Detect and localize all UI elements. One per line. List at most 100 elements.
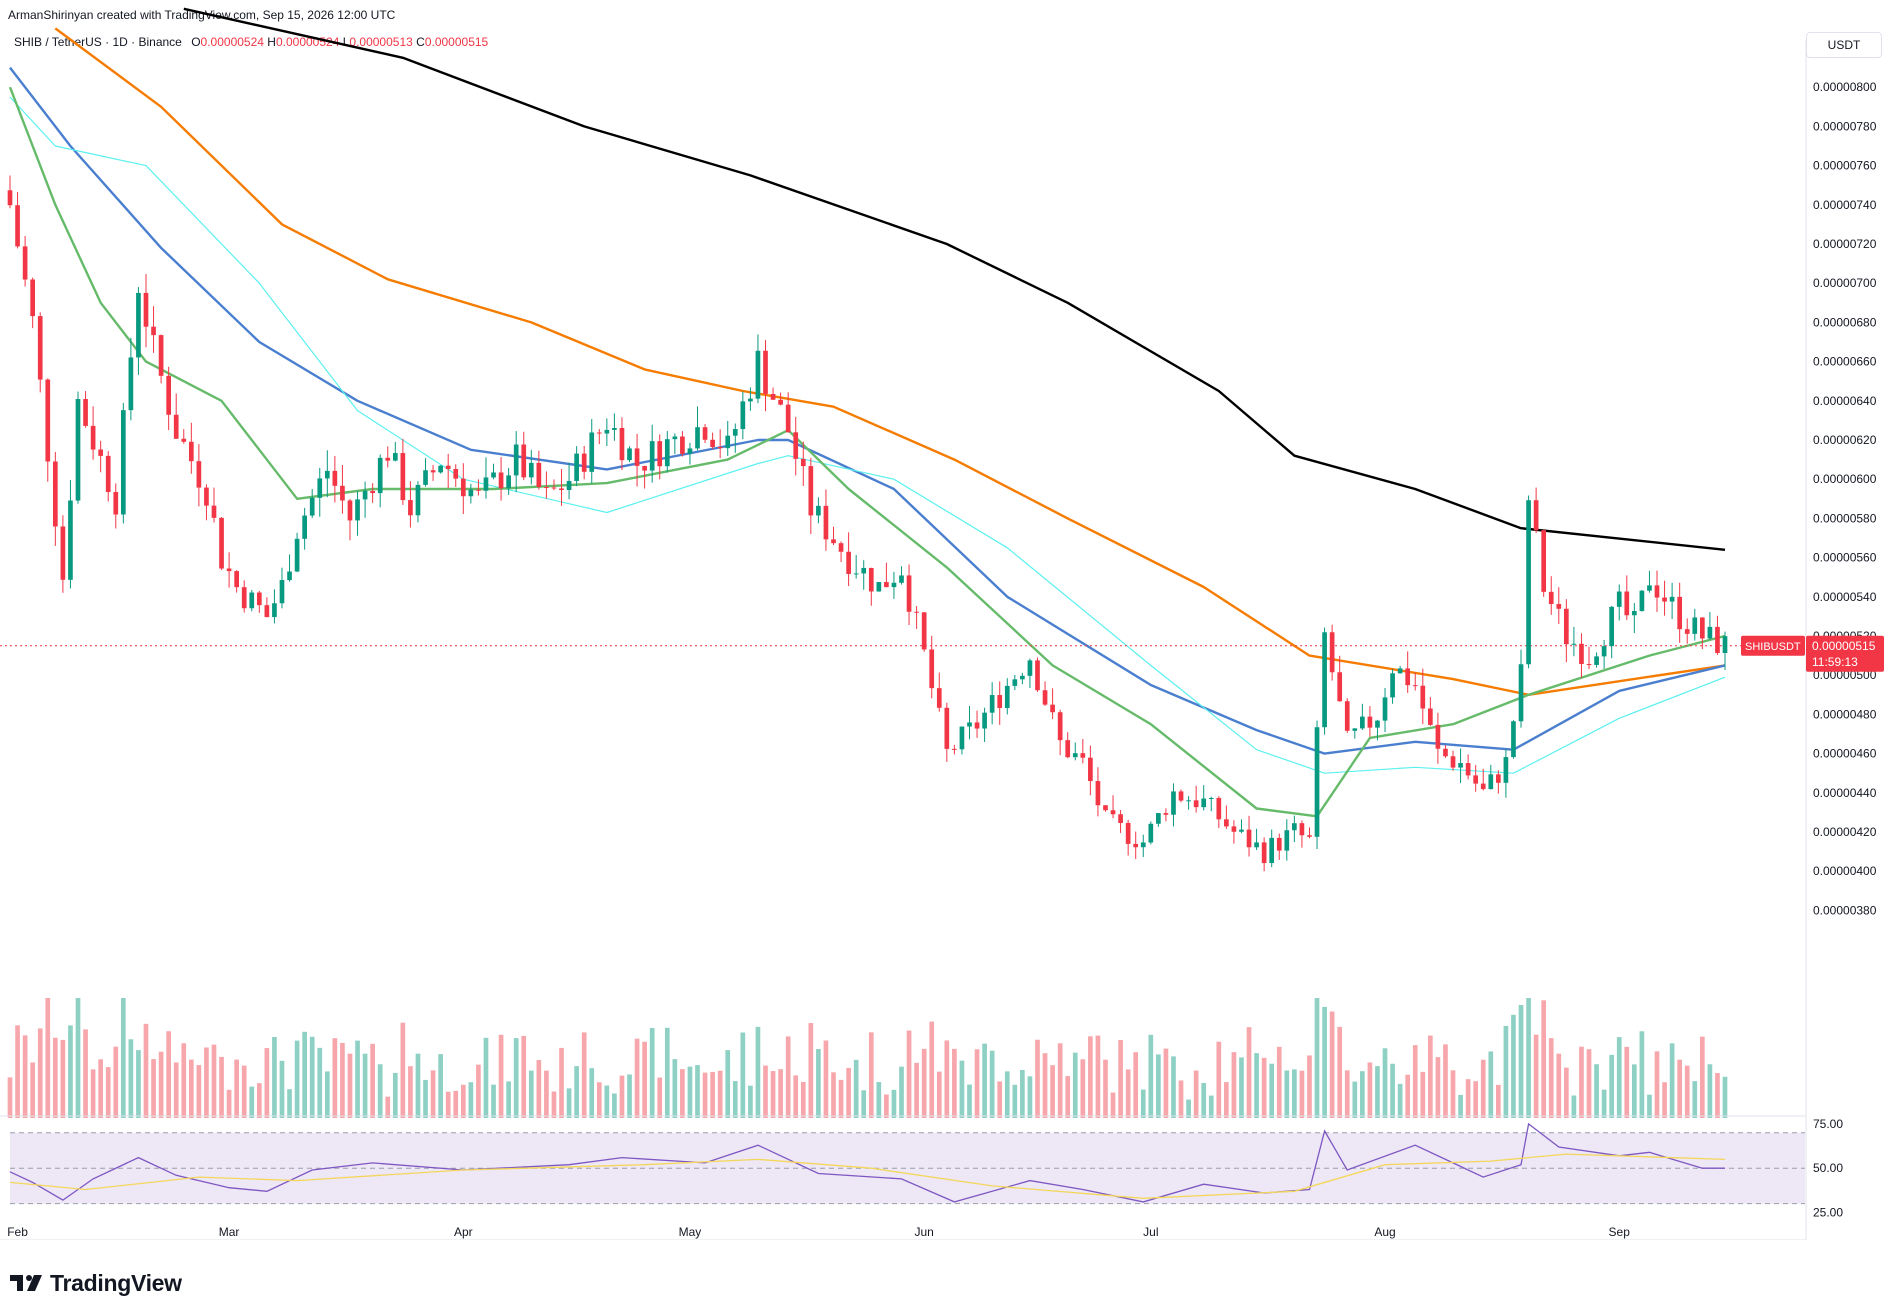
volume-bar bbox=[1450, 1070, 1456, 1118]
volume-bar bbox=[952, 1048, 957, 1118]
volume-bar bbox=[921, 1048, 927, 1118]
candle-body bbox=[1375, 720, 1380, 728]
candle-body bbox=[392, 453, 398, 461]
volume-bar bbox=[1707, 1064, 1713, 1118]
candle-body bbox=[634, 448, 640, 466]
candle-body bbox=[808, 466, 814, 516]
candle-body bbox=[770, 393, 776, 400]
volume-bar bbox=[90, 1069, 96, 1118]
volume-bar bbox=[453, 1090, 459, 1118]
candle-body bbox=[823, 505, 829, 540]
volume-bar bbox=[695, 1065, 700, 1118]
candle-body bbox=[181, 438, 187, 442]
candle-body bbox=[151, 326, 156, 336]
volume-bar bbox=[906, 1030, 912, 1118]
volume-bar bbox=[1171, 1056, 1176, 1118]
candle-body bbox=[1027, 660, 1033, 676]
candle-body bbox=[891, 582, 897, 588]
candle-body bbox=[279, 580, 285, 604]
volume-bar bbox=[166, 1031, 171, 1118]
candle-body bbox=[989, 695, 995, 713]
candle-body bbox=[272, 603, 277, 618]
candle-body bbox=[884, 582, 889, 588]
volume-bar bbox=[559, 1047, 564, 1118]
volume-bar bbox=[778, 1069, 783, 1118]
volume-bar bbox=[181, 1043, 187, 1118]
candle-body bbox=[1699, 617, 1705, 639]
ticker-tag-box bbox=[1741, 635, 1805, 656]
volume-bar bbox=[604, 1085, 610, 1118]
candle-body bbox=[997, 695, 1003, 708]
volume-bar bbox=[1556, 1053, 1562, 1118]
candle-body bbox=[120, 410, 126, 515]
candle-body bbox=[1548, 591, 1554, 605]
candle-body bbox=[294, 538, 300, 572]
ticker-tag-label: SHIBUSDT bbox=[1745, 641, 1801, 653]
candle-body bbox=[1171, 791, 1176, 815]
candle-body bbox=[1631, 611, 1637, 616]
volume-bar bbox=[1480, 1059, 1486, 1118]
symbol-name[interactable]: SHIB / TetherUS · 1D · Binance bbox=[14, 35, 182, 49]
volume-bar bbox=[1533, 1034, 1539, 1118]
volume-bar bbox=[370, 1043, 375, 1118]
candle-body bbox=[1231, 826, 1237, 832]
currency-selector[interactable]: USDT bbox=[1806, 32, 1882, 58]
volume-bar bbox=[1095, 1035, 1101, 1118]
volume-bar bbox=[1564, 1067, 1569, 1118]
volume-bar bbox=[309, 1036, 315, 1118]
volume-bar bbox=[1239, 1057, 1244, 1118]
volume-bar bbox=[861, 1090, 867, 1118]
volume-bar bbox=[536, 1059, 542, 1118]
price-tick-label: 0.00000720 bbox=[1813, 237, 1877, 251]
candle-body bbox=[1443, 748, 1448, 757]
candle-body bbox=[1609, 606, 1615, 647]
candle-body bbox=[1360, 716, 1365, 729]
volume-bar bbox=[438, 1054, 443, 1118]
volume-bar bbox=[1390, 1063, 1395, 1118]
candle-body bbox=[702, 427, 708, 440]
candle-body bbox=[1428, 708, 1433, 725]
volume-bar bbox=[649, 1027, 655, 1118]
candle-body bbox=[408, 500, 413, 516]
volume-bar bbox=[1133, 1052, 1139, 1118]
volume-bar bbox=[1548, 1038, 1554, 1118]
candle-body bbox=[1662, 597, 1667, 602]
volume-bar bbox=[1254, 1053, 1259, 1118]
candle-body bbox=[1450, 756, 1456, 768]
month-label: Apr bbox=[454, 1225, 473, 1239]
candle-body bbox=[498, 472, 504, 489]
volume-bar bbox=[1307, 1055, 1312, 1118]
candle-body bbox=[1496, 774, 1501, 783]
volume-bar bbox=[936, 1071, 942, 1118]
volume-bar bbox=[884, 1094, 889, 1118]
price-tick-label: 0.00000660 bbox=[1813, 355, 1877, 369]
candle-body bbox=[219, 517, 224, 569]
volume-bar bbox=[302, 1031, 307, 1118]
candle-body bbox=[876, 582, 882, 592]
candle-body bbox=[83, 399, 88, 426]
volume-bar bbox=[45, 998, 51, 1118]
candle-body bbox=[1624, 591, 1630, 616]
volume-bar bbox=[748, 1085, 753, 1118]
candle-body bbox=[967, 722, 972, 727]
volume-bar bbox=[589, 1068, 595, 1118]
candle-body bbox=[105, 455, 111, 493]
candle-body bbox=[1050, 704, 1055, 713]
volume-bar bbox=[15, 1025, 20, 1118]
volume-bar bbox=[989, 1050, 995, 1118]
candle-body bbox=[521, 444, 527, 478]
volume-bar bbox=[1284, 1070, 1290, 1118]
candle-body bbox=[1201, 798, 1207, 808]
price-chart[interactable]: 0.00000380 0.00000400 0.00000420 0.00000440… bbox=[0, 0, 1893, 1240]
candle-body bbox=[846, 551, 851, 574]
candle-body bbox=[1088, 757, 1093, 782]
candle-body bbox=[1035, 660, 1040, 691]
volume-bar bbox=[1367, 1062, 1373, 1118]
volume-bar bbox=[1443, 1044, 1448, 1118]
candle-body bbox=[45, 379, 51, 462]
volume-bar bbox=[929, 1021, 935, 1118]
volume-bar bbox=[914, 1062, 919, 1118]
candle-body bbox=[1322, 632, 1327, 728]
tradingview-logo[interactable]: TradingView bbox=[10, 1268, 182, 1298]
candle-body bbox=[1571, 643, 1577, 645]
